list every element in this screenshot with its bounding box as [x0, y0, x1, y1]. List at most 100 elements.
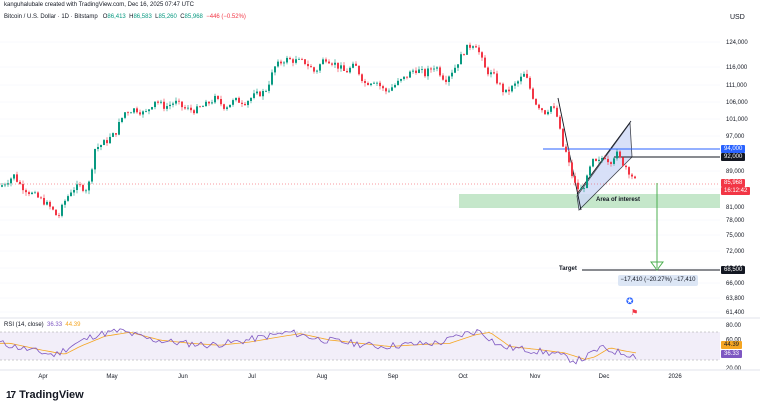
candle-body — [430, 68, 432, 70]
candle-body — [289, 57, 291, 60]
candle-body — [1, 185, 3, 187]
candle-body — [340, 65, 342, 69]
candle-body — [274, 66, 276, 73]
candle-body — [172, 103, 174, 105]
event-flag-icon[interactable]: ⚑ — [631, 308, 639, 317]
candle-body — [577, 182, 579, 190]
candle-body — [631, 174, 633, 177]
candle-body — [457, 64, 459, 68]
candle-body — [193, 110, 195, 114]
candle-body — [595, 158, 597, 161]
candle-body — [37, 192, 39, 198]
time-axis-label: Nov — [530, 374, 541, 380]
candle-body — [43, 197, 45, 205]
candle-body — [334, 62, 336, 65]
candle-body — [109, 136, 111, 144]
candle-body — [436, 67, 438, 69]
candle-body — [163, 101, 165, 109]
rsi-ma-tag: 44.39 — [721, 341, 743, 349]
candle-body — [313, 67, 315, 72]
candle-body — [607, 158, 609, 163]
candle-body — [463, 54, 465, 56]
candle-body — [562, 128, 564, 147]
high-label: H — [129, 14, 134, 20]
candle-body — [553, 106, 555, 108]
candle-body — [496, 73, 498, 84]
candle-body — [484, 57, 486, 68]
candle-body — [106, 140, 108, 144]
candle-body — [349, 67, 351, 73]
candle-body — [310, 66, 312, 68]
price-axis-tick: 101,000 — [726, 117, 748, 123]
candle-body — [379, 82, 381, 87]
price-axis-tick: 61,400 — [726, 310, 745, 316]
countdown-tag: 16:12:42 — [721, 187, 751, 195]
candle-body — [10, 178, 12, 184]
price-axis-tick: 75,000 — [726, 233, 745, 239]
candle-body — [568, 151, 570, 163]
candle-body — [364, 81, 366, 83]
candle-body — [550, 106, 552, 112]
candle-body — [520, 76, 522, 82]
brand-name: TradingView — [19, 389, 84, 401]
candle-body — [76, 184, 78, 191]
candle-body — [628, 167, 630, 175]
candle-body — [115, 133, 117, 135]
candle-body — [271, 72, 273, 85]
alert-icon[interactable]: ✪ — [626, 296, 634, 306]
candle-body — [61, 204, 63, 216]
candle-body — [202, 106, 204, 108]
change-value: −446 (−0.52%) — [206, 14, 246, 20]
candle-body — [634, 176, 636, 179]
target-label: Target — [559, 266, 577, 272]
candle-body — [382, 86, 384, 89]
candle-body — [292, 59, 294, 63]
tradingview-logo-icon: 17 — [6, 389, 16, 401]
candle-body — [250, 97, 252, 101]
candle-body — [412, 70, 414, 72]
candle-body — [259, 91, 261, 97]
candle-body — [361, 74, 363, 82]
rsi-legend: RSI (14, close) 36.33 44.39 — [4, 322, 80, 328]
time-axis-label: Apr — [38, 374, 47, 380]
candle-body — [295, 59, 297, 63]
price-axis-tick: 106,000 — [726, 100, 748, 106]
time-axis-label: Jul — [248, 374, 256, 380]
time-axis-label: May — [106, 374, 117, 380]
candle-body — [31, 192, 33, 195]
candle-body — [376, 82, 378, 84]
candle-body — [253, 93, 255, 98]
candle-body — [262, 90, 264, 97]
candle-body — [388, 90, 390, 92]
symbol-legend: Bitcoin / U.S. Dollar · 1D · Bitstamp O8… — [4, 14, 246, 20]
candle-body — [370, 83, 372, 86]
candle-body — [535, 98, 537, 105]
candle-body — [475, 46, 477, 48]
candle-body — [367, 82, 369, 86]
candle-body — [490, 72, 492, 75]
brand[interactable]: 17 TradingView — [6, 389, 84, 401]
candle-body — [403, 76, 405, 80]
candle-body — [178, 100, 180, 102]
rsi-ma-value: 44.39 — [65, 322, 81, 328]
rsi-value: 36.33 — [47, 322, 63, 328]
open-label: O — [102, 14, 108, 20]
candle-body — [580, 188, 582, 190]
candle-body — [166, 106, 168, 109]
candle-body — [547, 111, 549, 115]
candle-body — [67, 196, 69, 201]
candle-body — [7, 183, 9, 185]
candle-body — [19, 181, 21, 185]
candle-body — [397, 80, 399, 86]
candle-body — [28, 192, 30, 195]
candle-body — [154, 101, 156, 108]
low-label: L — [155, 14, 159, 20]
price-tag-94000: 94,000 — [721, 145, 746, 153]
candle-body — [286, 57, 288, 63]
candle-body — [439, 67, 441, 76]
rsi-line — [0, 328, 637, 365]
candle-body — [217, 95, 219, 100]
rsi-axis-tick: 60.00 — [726, 337, 742, 343]
close-label: C — [180, 14, 185, 20]
